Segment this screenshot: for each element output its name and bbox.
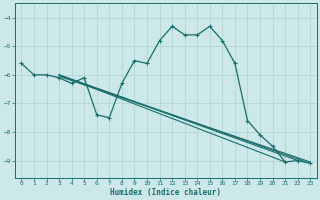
X-axis label: Humidex (Indice chaleur): Humidex (Indice chaleur): [110, 188, 221, 197]
